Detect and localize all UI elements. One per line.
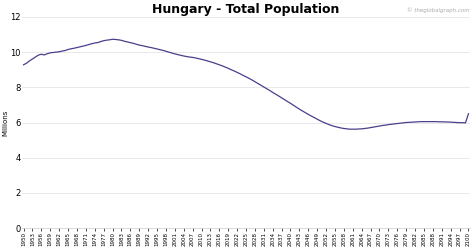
Title: Hungary - Total Population: Hungary - Total Population: [152, 3, 340, 16]
Y-axis label: Millions: Millions: [3, 109, 9, 136]
Text: © theglobalgraph.com: © theglobalgraph.com: [407, 7, 469, 13]
